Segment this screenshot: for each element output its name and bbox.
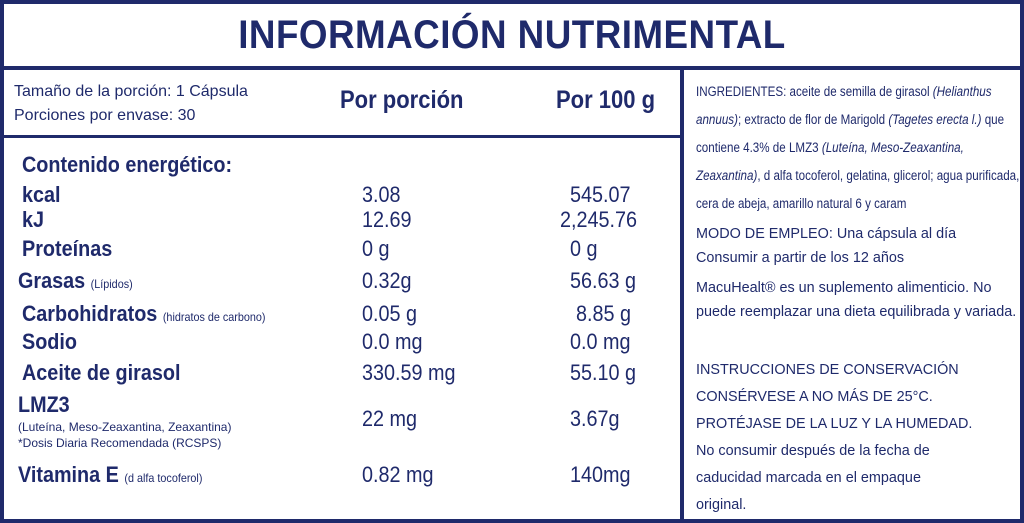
row-sublabel: (Lípidos) [90,277,133,291]
header-divider [4,135,680,138]
row-value-per-serving: 22 mg [362,406,418,431]
ingredients-italic: (Helianthus annuus) [696,84,992,127]
row-value-per-serving: 3.08 [362,182,401,207]
serving-size: Tamaño de la porción: 1 Cápsula [14,83,248,100]
row-value-per-100g: 0 g [570,236,598,261]
row-value-per-100g: 545.07 [570,182,631,207]
ingredients-italic: (Luteína, Meso-Zeaxantina, Zeaxantina) [696,140,964,183]
row-value-per-serving: 330.59 mg [362,360,456,385]
ingredients-text: que contiene 4.3% de LMZ3 [696,112,1005,155]
row-label: kcal [22,182,61,207]
row-label: Proteínas [22,236,113,261]
row-label: Carbohidratos [22,301,158,326]
row-value-per-100g: 2,245.76 [560,207,638,232]
column-per-serving: Por porción [340,86,464,114]
ingredients-text: INGREDIENTES: aceite de semilla de giras… [696,84,933,99]
conservacion: INSTRUCCIONES DE CONSERVACIÓN CONSÉRVESE… [696,356,1020,518]
conservacion-line: No consumir después de la fecha de caduc… [696,442,930,513]
row-label: Sodio [22,329,77,354]
servings-per-container: Porciones por envase: 30 [14,107,196,124]
serving-info: Tamaño de la porción: 1 Cápsula Porcione… [14,80,248,128]
ingredients-italic: (Tagetes erecta l.) [888,112,982,127]
title-divider [4,66,1020,70]
row-label: Vitamina E [18,462,119,487]
row-value-per-100g: 8.85 g [576,301,632,326]
row-sublabel: (hidratos de carbono) [162,310,266,324]
row-value-per-serving: 0.82 mg [362,462,434,487]
row-value-per-serving: 12.69 [362,207,412,232]
row-value-per-100g: 3.67g [570,406,620,431]
conservacion-line: CONSÉRVESE A NO MÁS DE 25°C. [696,388,933,405]
ingredients-text: , d alfa tocoferol, gelatina, glicerol; … [696,168,1020,211]
label-title: INFORMACIÓN NUTRIMENTAL [238,13,786,57]
lmz3-note: (Luteína, Meso-Zeaxantina, Zeaxantina) [18,420,232,434]
row-label-group: Grasas (Lípidos) [18,268,133,294]
row-label: Aceite de girasol [22,360,181,385]
row-value-per-100g: 140mg [570,462,631,487]
ingredients-text: ; extracto de flor de Marigold [737,112,889,127]
modo-empleo: MODO DE EMPLEO: Una cápsula al día Consu… [696,222,1020,270]
conservacion-line: PROTÉJASE DE LA LUZ Y LA HUMEDAD. [696,415,973,432]
macuhealt-text: MacuHealt® es un suplemento alimenticio.… [696,279,1017,320]
conservacion-line: INSTRUCCIONES DE CONSERVACIÓN [696,361,959,378]
column-divider [680,66,684,521]
column-per-100g: Por 100 g [556,86,656,114]
row-value-per-serving: 0 g [362,236,390,261]
energy-header: Contenido energético: [22,152,233,177]
modo-empleo-line: Consumir a partir de los 12 años [696,249,905,266]
row-label: LMZ3 [18,392,70,417]
ingredients: INGREDIENTES: aceite de semilla de giras… [696,78,1021,218]
row-value-per-100g: 56.63 g [570,268,637,293]
row-sublabel: (d alfa tocoferol) [124,471,203,485]
row-value-per-serving: 0.32g [362,268,412,293]
modo-empleo-line: MODO DE EMPLEO: Una cápsula al día [696,225,957,242]
row-label: Grasas [18,268,86,293]
row-value-per-100g: 55.10 g [570,360,637,385]
row-value-per-serving: 0.05 g [362,301,418,326]
row-label: kJ [22,207,45,232]
row-value-per-serving: 0.0 mg [362,329,423,354]
row-label-group: Vitamina E (d alfa tocoferol) [18,462,202,488]
row-value-per-100g: 0.0 mg [570,329,631,354]
dosis-note: *Dosis Diaria Recomendada (RCSPS) [18,436,222,450]
row-label-group: Carbohidratos (hidratos de carbono) [22,301,266,327]
